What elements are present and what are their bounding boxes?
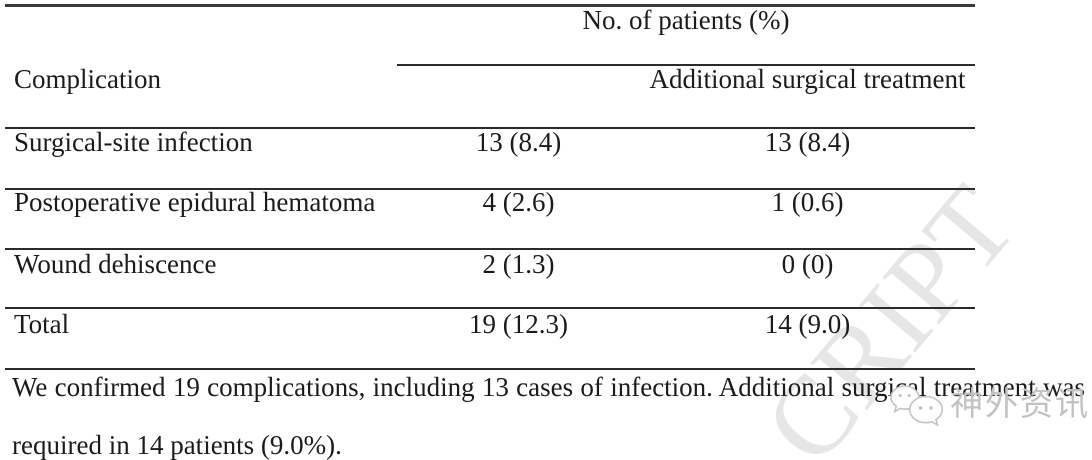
spanner-header-no-of-patients: No. of patients (%) xyxy=(582,5,790,35)
header-bottom-rule xyxy=(5,127,975,129)
complications-table: No. of patients (%) Complication Additio… xyxy=(5,0,975,372)
table-header-row: Complication Additional surgical treatme… xyxy=(5,63,975,95)
row-treatment-value: 1 (0.6) xyxy=(771,187,844,217)
row-divider-rule xyxy=(5,188,975,190)
row-label: Wound dehiscence xyxy=(14,249,217,279)
table-bottom-rule xyxy=(5,368,975,370)
spanner-underline-rule xyxy=(397,64,975,66)
row-treatment-value: 14 (9.0) xyxy=(764,309,851,339)
row-treatment-value: 0 (0) xyxy=(781,249,834,279)
row-overall-value: 19 (12.3) xyxy=(469,309,568,339)
row-treatment-value: 13 (8.4) xyxy=(764,127,851,157)
table-top-rule xyxy=(5,4,975,7)
table-row-wound-dehiscence: Wound dehiscence 2 (1.3) 0 (0) xyxy=(5,248,975,280)
table-row-epidural-hematoma: Postoperative epidural hematoma 4 (2.6) … xyxy=(5,186,975,218)
logo-text: 神外资讯 xyxy=(950,387,1090,423)
row-overall-value: 2 (1.3) xyxy=(482,249,555,279)
row-overall-value: 13 (8.4) xyxy=(475,127,562,157)
footnote-line: required in 14 patients (9.0%). xyxy=(12,430,342,460)
table-row-surgical-site-infection: Surgical-site infection 13 (8.4) 13 (8.4… xyxy=(5,126,975,158)
column-header-overall-blank xyxy=(397,63,640,95)
row-overall-value: 4 (2.6) xyxy=(482,187,555,217)
column-header-complication: Complication xyxy=(14,64,161,94)
row-label: Total xyxy=(14,309,70,339)
row-label: Postoperative epidural hematoma xyxy=(14,187,376,217)
row-label: Surgical-site infection xyxy=(14,127,253,157)
row-divider-rule xyxy=(5,248,975,250)
chat-bubbles-icon xyxy=(890,385,944,427)
column-header-additional-treatment: Additional surgical treatment xyxy=(649,64,966,94)
table-row-total: Total 19 (12.3) 14 (9.0) xyxy=(5,308,975,340)
row-divider-rule xyxy=(5,307,975,309)
shenwai-zixun-logo: 神外资讯 xyxy=(888,383,1090,429)
